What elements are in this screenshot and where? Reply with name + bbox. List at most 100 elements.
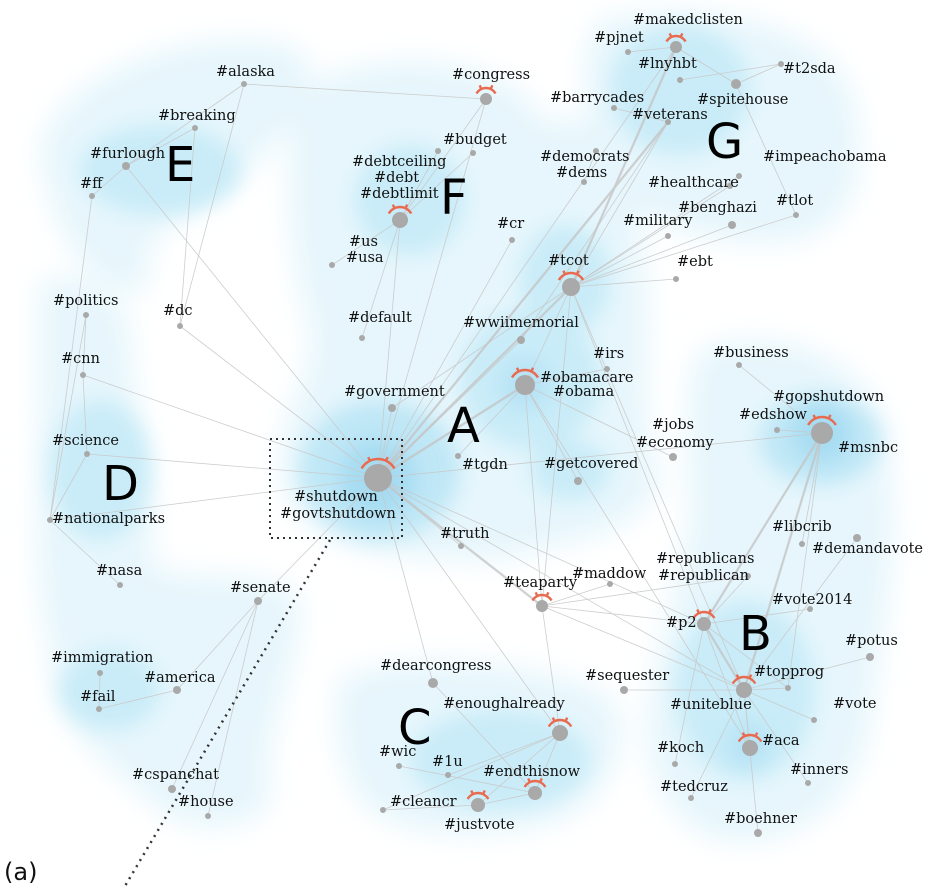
edge <box>377 383 526 480</box>
hub-tick-justvote <box>481 789 486 795</box>
edge <box>179 83 245 327</box>
label-dearcongress: #dearcongress <box>380 658 491 674</box>
label-shutdown: #shutdown <box>294 489 378 505</box>
heavy-edges <box>377 46 824 691</box>
edge <box>382 732 561 811</box>
edge <box>176 600 259 691</box>
label-debtlimit: #debtlimit <box>360 186 439 202</box>
edge <box>243 83 487 100</box>
edge <box>541 286 572 607</box>
node-truth <box>458 543 464 549</box>
hub-tick-uniteblue <box>748 674 753 679</box>
node-koch <box>672 761 678 767</box>
hub-arc-p2 <box>692 610 716 619</box>
node-dc <box>177 323 183 329</box>
label-ff: #ff <box>80 176 104 192</box>
edge <box>570 214 797 288</box>
edge <box>86 453 379 479</box>
label-barrycades: #barrycades <box>550 90 644 106</box>
label-govtshutdown: #govtshutdown <box>280 506 396 522</box>
hub-tick-tcot <box>575 270 580 275</box>
hub-tick-gopshutdown <box>827 414 832 420</box>
hub-tick-enoughalready <box>551 717 556 722</box>
node-tedcruz <box>688 795 694 801</box>
node-dems <box>581 179 587 185</box>
node-potus <box>866 653 874 661</box>
label-military: #military <box>623 213 693 229</box>
edge <box>98 672 101 710</box>
hub-arc-debtlimit <box>387 205 413 215</box>
node-military <box>665 233 671 239</box>
node-business <box>736 362 742 368</box>
hub-tick-debtlimit <box>391 204 396 209</box>
label-government: #government <box>344 384 445 400</box>
node-budget <box>470 150 476 156</box>
edge <box>207 600 259 817</box>
hub-arc-tcot <box>557 271 585 281</box>
node-justvote <box>471 798 485 812</box>
hub-arc-enoughalready <box>547 718 573 728</box>
node-immigration <box>97 670 103 676</box>
node-enoughalready <box>552 725 568 741</box>
hub-tick-p2 <box>696 608 701 614</box>
node-boehner <box>754 829 762 837</box>
core-E <box>80 125 240 215</box>
zoom-box <box>269 438 403 539</box>
edge <box>735 63 782 85</box>
node-p2 <box>697 617 711 631</box>
edge <box>377 286 572 479</box>
hub-tick-gopshutdown <box>812 414 817 420</box>
label-obama: #obama <box>553 384 615 400</box>
nodes <box>47 41 874 837</box>
edge <box>125 165 379 479</box>
label-vote2014: #vote2014 <box>772 592 852 608</box>
edge <box>570 286 705 625</box>
hub-tick-obamacare <box>515 367 520 372</box>
label-cspanchat: #cspanchat <box>132 767 219 783</box>
edge <box>570 278 677 288</box>
edge <box>331 219 401 266</box>
edge <box>743 689 809 784</box>
edge <box>569 46 678 288</box>
node-cnn <box>80 372 86 378</box>
label-tgdn: #tgdn <box>462 457 508 473</box>
label-veterans: #veterans <box>632 107 708 123</box>
node-vote2014 <box>807 606 813 612</box>
hub-tick-justvote <box>470 789 475 795</box>
node-breaking <box>192 125 198 131</box>
node-republicans <box>745 573 751 579</box>
label-republican: #republican <box>658 568 749 584</box>
label-boehner: #boehner <box>724 811 797 827</box>
edge <box>377 98 487 479</box>
node-debtlimit <box>392 212 408 228</box>
edge <box>377 477 705 625</box>
node-dearcongress <box>428 678 438 688</box>
edge <box>703 608 811 625</box>
node-uniteblue <box>736 682 752 698</box>
hub-arc-gopshutdown <box>807 415 837 426</box>
edge <box>524 384 543 607</box>
label-fail: #fail <box>80 689 116 705</box>
label-tlot: #tlot <box>776 193 813 209</box>
label-demandavote: #demandavote <box>812 541 923 557</box>
hashtag-labels: #alaska #breaking #furlough #ff #congress #bu… <box>51 12 923 833</box>
edge <box>125 127 196 167</box>
edge <box>524 384 579 482</box>
edge <box>583 150 597 183</box>
node-tcot <box>562 278 580 296</box>
edge <box>679 63 782 81</box>
core-G <box>610 25 750 155</box>
edge <box>743 656 871 691</box>
label-justvote: #justvote <box>444 817 515 833</box>
hub-arc-teaparty <box>531 593 553 602</box>
hub-tick-aca <box>741 732 746 737</box>
edge <box>613 107 669 123</box>
node-ff <box>89 193 95 199</box>
label-p2: #p2 <box>666 615 697 631</box>
node-economy <box>669 453 677 461</box>
edge <box>524 384 751 749</box>
node-benghazi <box>728 221 736 229</box>
label-economy: #economy <box>636 435 714 451</box>
label-edshow: #edshow <box>739 407 808 423</box>
edge <box>801 432 823 545</box>
